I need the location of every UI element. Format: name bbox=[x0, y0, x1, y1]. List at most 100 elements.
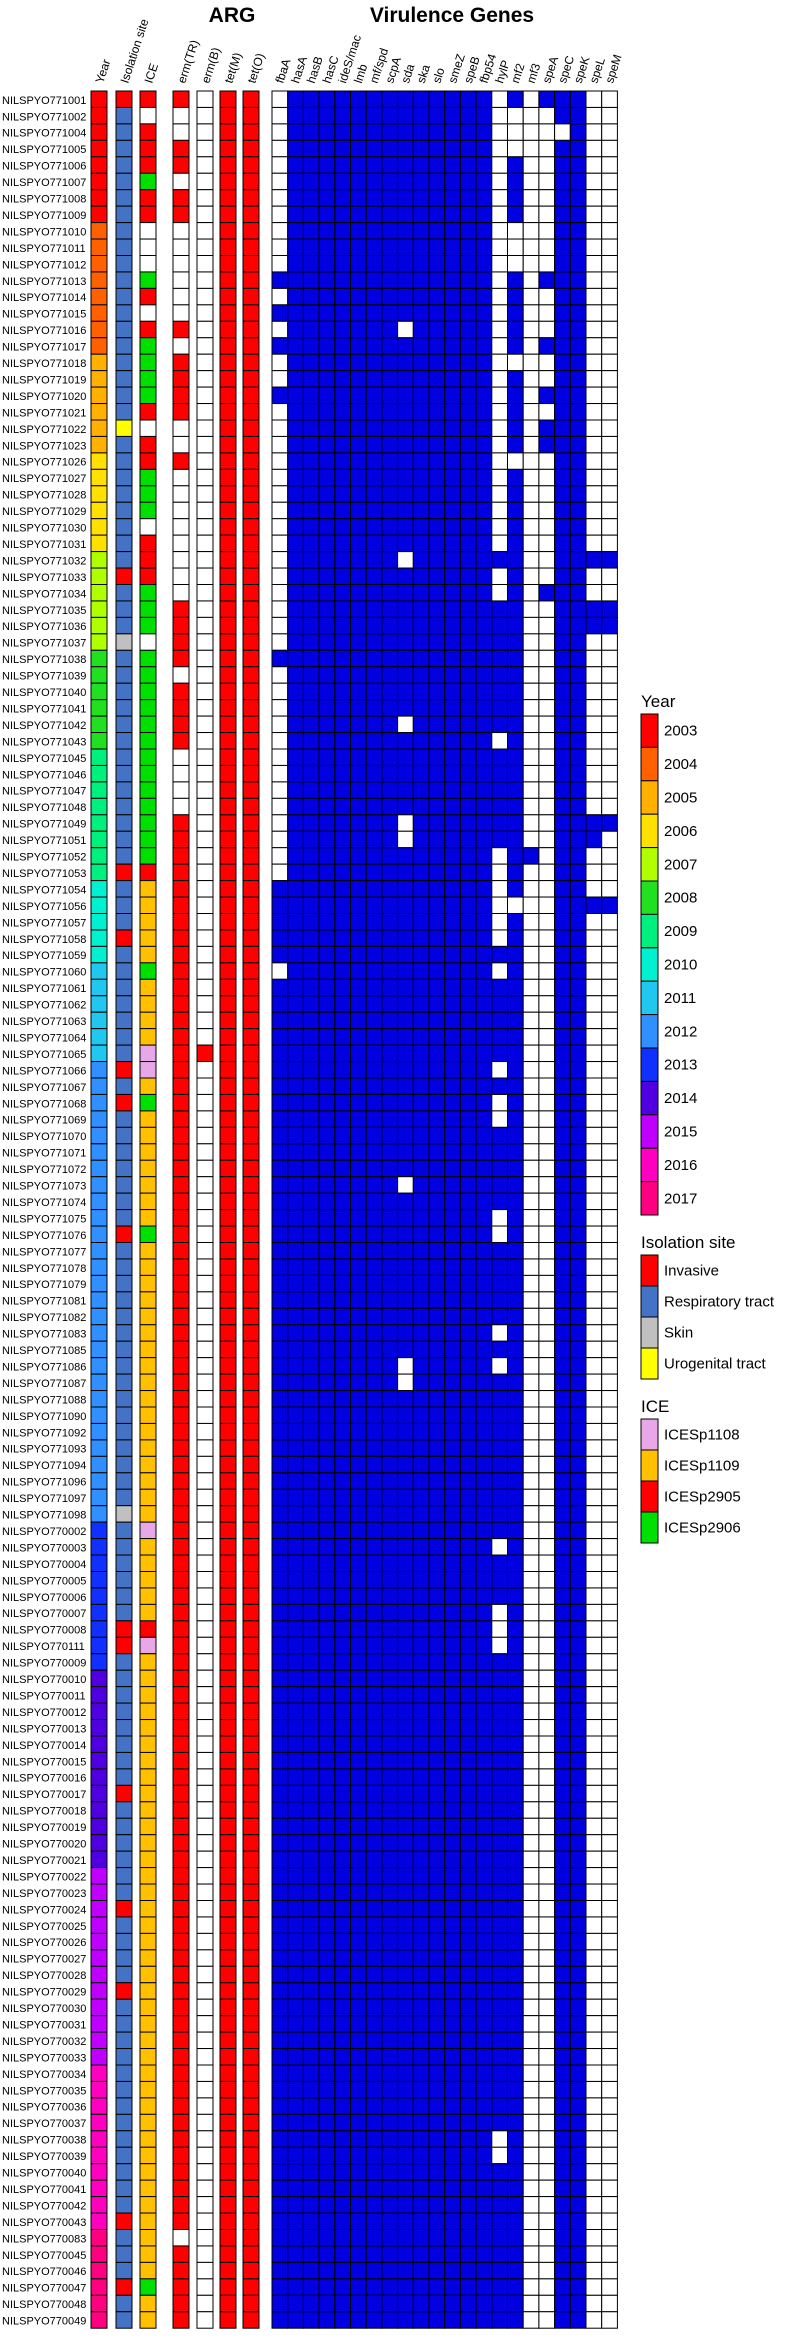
virulence-cell bbox=[334, 1143, 351, 1161]
virulence-cell bbox=[334, 419, 351, 437]
virulence-cell bbox=[350, 764, 367, 783]
virulence-cell bbox=[381, 2146, 399, 2165]
virulence-cell bbox=[334, 435, 351, 454]
virulence-cell bbox=[412, 2146, 430, 2165]
virulence-cell bbox=[397, 1538, 414, 1556]
virulence-cell bbox=[491, 2179, 508, 2198]
virulence-cell bbox=[271, 1488, 289, 1507]
strain-label: NILSPYO771043 bbox=[2, 736, 86, 748]
virulence-cell bbox=[428, 1982, 446, 2000]
virulence-cell bbox=[522, 90, 540, 108]
virulence-cell bbox=[491, 304, 508, 322]
arg-cell bbox=[219, 1258, 237, 1276]
virulence-cell bbox=[412, 106, 430, 125]
virulence-cell bbox=[428, 172, 446, 191]
virulence-cell bbox=[569, 123, 587, 141]
virulence-cell bbox=[522, 666, 540, 684]
header-arg-tet-m: tet(M) bbox=[222, 51, 245, 85]
virulence-cell bbox=[365, 1784, 383, 1803]
arg-cell bbox=[196, 2146, 214, 2165]
virulence-cell bbox=[428, 287, 446, 306]
virulence-cell bbox=[350, 1192, 367, 1211]
virulence-cell bbox=[334, 699, 351, 717]
virulence-cell bbox=[554, 1587, 571, 1605]
virulence-cell bbox=[538, 1143, 556, 1161]
arg-cell bbox=[172, 1455, 190, 1474]
virulence-cell bbox=[412, 1274, 430, 1293]
virulence-cell bbox=[397, 106, 414, 125]
virulence-cell bbox=[554, 205, 571, 224]
virulence-cell bbox=[271, 929, 289, 947]
strain-label: NILSPYO771010 bbox=[2, 226, 86, 238]
virulence-cell bbox=[507, 271, 524, 289]
arg-cell bbox=[242, 370, 260, 388]
virulence-cell bbox=[334, 2064, 351, 2082]
virulence-cell bbox=[554, 847, 571, 865]
arg-cell bbox=[219, 1455, 237, 1474]
virulence-cell bbox=[554, 2245, 571, 2263]
virulence-cell bbox=[302, 1834, 320, 1852]
ice-cell bbox=[139, 172, 157, 191]
virulence-cell bbox=[601, 370, 618, 388]
year-cell bbox=[90, 353, 108, 372]
legend-label-isolation-site: Respiratory tract bbox=[664, 1294, 775, 1311]
arg-cell bbox=[242, 1817, 260, 1836]
virulence-cell bbox=[381, 1455, 399, 1474]
virulence-cell bbox=[554, 1291, 571, 1309]
isolation-site-cell bbox=[115, 1505, 133, 1523]
virulence-cell bbox=[459, 2261, 477, 2280]
virulence-cell bbox=[271, 1225, 289, 1244]
virulence-cell bbox=[412, 1850, 430, 1869]
strain-label: NILSPYO770016 bbox=[2, 1773, 86, 1785]
virulence-cell bbox=[271, 1242, 289, 1260]
virulence-cell bbox=[569, 2245, 587, 2263]
arg-cell bbox=[196, 238, 214, 257]
virulence-cell bbox=[601, 1324, 618, 1342]
arg-cell bbox=[196, 205, 214, 224]
virulence-cell bbox=[538, 2146, 556, 2165]
virulence-cell bbox=[538, 320, 556, 339]
virulence-cell bbox=[601, 1867, 618, 1885]
virulence-cell bbox=[287, 995, 304, 1013]
virulence-cell bbox=[585, 1077, 603, 1095]
virulence-cell bbox=[491, 1998, 508, 2017]
virulence-cell bbox=[554, 1719, 571, 1737]
virulence-cell bbox=[475, 1225, 493, 1244]
virulence-cell bbox=[538, 534, 556, 553]
virulence-cell bbox=[459, 1883, 477, 1902]
virulence-cell bbox=[475, 699, 493, 717]
virulence-cell bbox=[365, 929, 383, 947]
virulence-cell bbox=[412, 666, 430, 684]
virulence-cell bbox=[365, 1834, 383, 1852]
arg-cell bbox=[242, 1751, 260, 1770]
virulence-cell bbox=[522, 2064, 540, 2082]
virulence-cell bbox=[397, 1077, 414, 1095]
isolation-site-cell bbox=[115, 2146, 133, 2165]
arg-cell bbox=[196, 419, 214, 437]
virulence-cell bbox=[365, 1719, 383, 1737]
virulence-cell bbox=[318, 304, 336, 322]
virulence-cell bbox=[397, 1061, 414, 1079]
virulence-cell bbox=[365, 1620, 383, 1638]
virulence-cell bbox=[459, 748, 477, 766]
year-cell bbox=[90, 1291, 108, 1309]
arg-cell bbox=[172, 880, 190, 898]
virulence-cell bbox=[365, 1340, 383, 1359]
virulence-cell bbox=[428, 1554, 446, 1573]
virulence-cell bbox=[365, 896, 383, 914]
virulence-cell bbox=[334, 1702, 351, 1721]
ice-cell bbox=[139, 1357, 157, 1375]
virulence-cell bbox=[365, 337, 383, 355]
strain-label: NILSPYO771066 bbox=[2, 1065, 86, 1077]
arg-cell bbox=[196, 1044, 214, 1063]
year-cell bbox=[90, 2179, 108, 2198]
year-cell bbox=[90, 2163, 108, 2181]
virulence-cell bbox=[381, 271, 399, 289]
arg-cell bbox=[242, 2163, 260, 2181]
virulence-cell bbox=[334, 2113, 351, 2132]
year-cell bbox=[90, 403, 108, 421]
virulence-cell bbox=[412, 880, 430, 898]
virulence-cell bbox=[585, 1932, 603, 1951]
arg-cell bbox=[196, 1110, 214, 1128]
virulence-cell bbox=[601, 304, 618, 322]
